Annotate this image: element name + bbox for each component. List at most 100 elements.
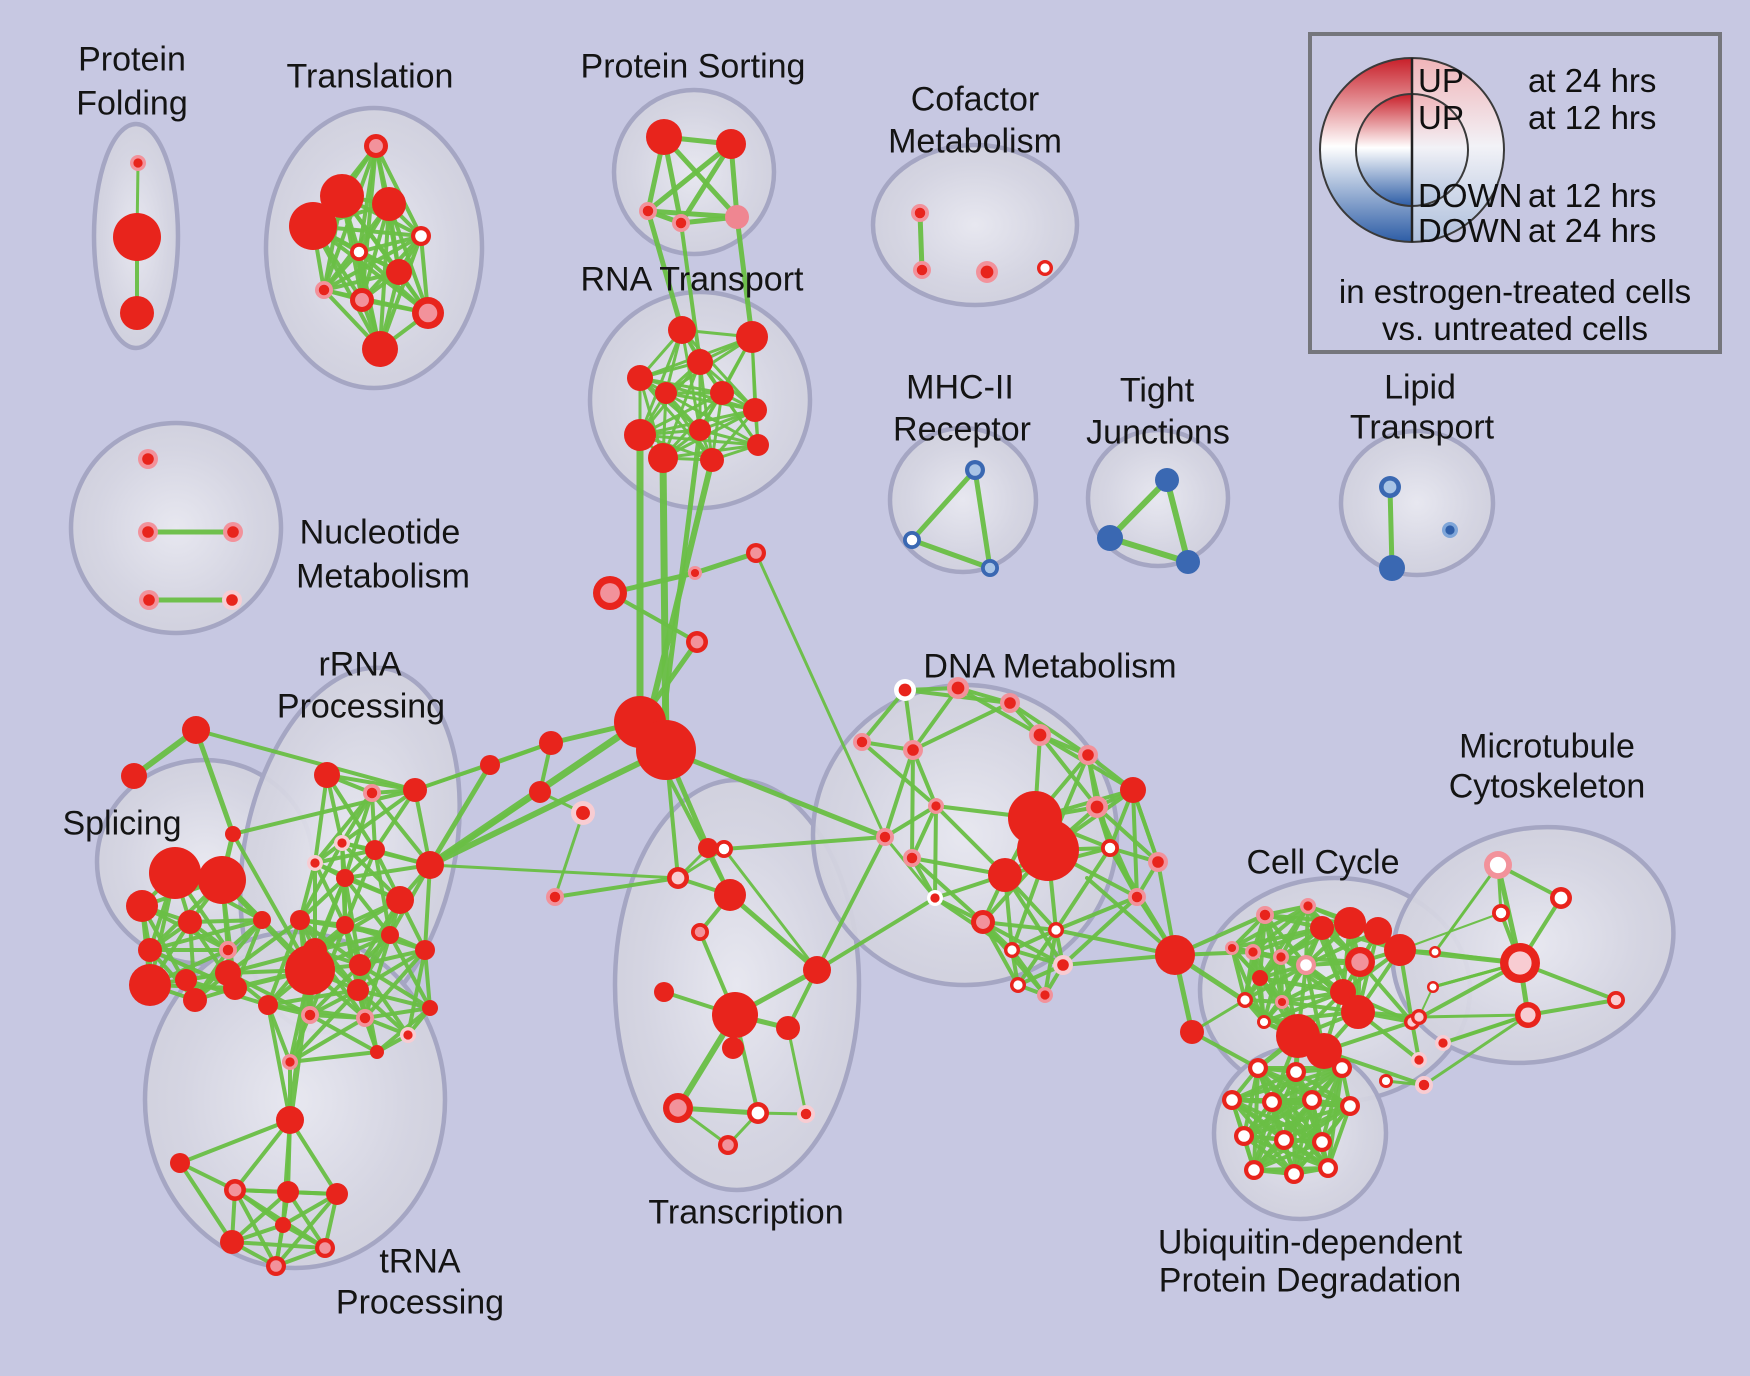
network-node-R — [336, 869, 354, 887]
network-edge — [664, 391, 714, 462]
network-node-P — [725, 205, 749, 229]
network-node-center — [907, 744, 919, 756]
network-node-R — [326, 1183, 348, 1205]
network-node-R — [129, 964, 171, 1006]
network-edge — [1258, 926, 1324, 980]
network-node-center — [980, 265, 994, 279]
network-node-R — [689, 419, 711, 441]
network-node-center — [1278, 1134, 1290, 1146]
network-edge — [956, 686, 1042, 737]
legend-time-label: at 12 hrs — [1528, 99, 1657, 136]
network-node-center — [1082, 749, 1094, 761]
network-node-center — [133, 158, 143, 168]
network-node-center — [1057, 959, 1069, 971]
legend-direction-label: DOWN — [1418, 177, 1523, 214]
network-node-R — [198, 856, 246, 904]
network-node-center — [415, 230, 427, 242]
network-node-center — [1322, 1162, 1334, 1174]
network-edge — [1326, 1104, 1352, 1170]
network-edge — [1262, 990, 1345, 1024]
network-edge — [645, 208, 740, 220]
network-node-R — [776, 1016, 800, 1040]
network-node-R — [747, 434, 769, 456]
network-node-R — [1155, 935, 1195, 975]
network-edge — [274, 1192, 339, 1268]
network-edge — [883, 835, 937, 900]
network-edge — [231, 788, 417, 836]
network-node-center — [285, 1057, 295, 1067]
network-node-center — [142, 453, 154, 465]
network-node-center — [1276, 952, 1286, 962]
network-node-R — [403, 778, 427, 802]
network-edge — [1242, 1104, 1352, 1138]
network-edge — [233, 1188, 278, 1268]
network-edge — [678, 141, 734, 226]
network-node-R — [529, 781, 551, 803]
network-node-center — [1090, 800, 1104, 814]
legend-box: UP at 24 hrs UP at 12 hrs DOWN at 12 hrs DO… — [1308, 32, 1722, 354]
network-edge — [428, 863, 680, 880]
network-node-center — [669, 1099, 687, 1117]
network-node-center — [690, 568, 700, 578]
network-edge — [298, 876, 347, 922]
cluster-ellipse-cofactor-metabolism — [870, 142, 1080, 308]
network-edge — [815, 896, 937, 972]
network-node-center — [1336, 1062, 1348, 1074]
network-node-center — [930, 893, 940, 903]
network-node-center — [143, 594, 155, 606]
network-node-R — [636, 720, 696, 780]
network-node-center — [1240, 995, 1250, 1005]
network-node-R — [336, 916, 354, 934]
network-edge — [981, 920, 1058, 932]
network-edge — [883, 804, 938, 839]
network-node-R — [362, 331, 398, 367]
network-node-R — [370, 1045, 384, 1059]
network-edge — [231, 832, 312, 972]
network-node-R — [1310, 916, 1334, 940]
network-node-center — [976, 915, 990, 929]
network-node-R — [285, 945, 335, 995]
network-edge — [325, 773, 377, 852]
network-node-center — [1344, 1100, 1356, 1112]
network-node-center — [1489, 856, 1507, 874]
network-edge — [860, 740, 938, 808]
network-edge — [1397, 947, 1523, 966]
network-node-center — [914, 207, 926, 219]
network-edge — [427, 747, 669, 868]
network-node-center — [722, 1139, 734, 1151]
network-edge — [188, 918, 264, 924]
legend-row-up-24: UP at 24 hrs — [1312, 62, 1718, 102]
network-node-R — [121, 763, 147, 789]
network-node-R — [275, 1217, 291, 1233]
network-edge — [406, 948, 427, 1037]
network-edge — [657, 427, 703, 748]
network-node-center — [576, 806, 590, 820]
network-node-center — [1303, 901, 1313, 911]
network-edge — [645, 208, 685, 333]
network-edge — [308, 1013, 379, 1054]
network-node-R — [1334, 907, 1366, 939]
network-node-center — [1259, 1017, 1269, 1027]
network-edge — [722, 835, 887, 851]
network-node-R — [716, 129, 746, 159]
network-node-center — [1610, 994, 1622, 1006]
network-edge — [933, 804, 938, 900]
network-node-center — [337, 838, 347, 848]
network-node-center — [1508, 951, 1532, 975]
network-node-R — [1364, 917, 1392, 945]
network-node-B — [1097, 525, 1123, 551]
network-node-center — [1033, 728, 1047, 742]
network-edge — [388, 933, 432, 1010]
network-node-center — [304, 1009, 316, 1021]
network-edge — [692, 550, 759, 576]
network-node-center — [856, 736, 868, 748]
network-edge — [679, 221, 702, 364]
network-node-center — [1495, 907, 1507, 919]
network-edge — [1270, 1100, 1330, 1170]
network-edge — [288, 1050, 379, 1064]
network-edge — [230, 1190, 290, 1244]
network-edge — [266, 918, 302, 1007]
network-edge — [680, 328, 757, 412]
network-edge — [910, 804, 938, 860]
